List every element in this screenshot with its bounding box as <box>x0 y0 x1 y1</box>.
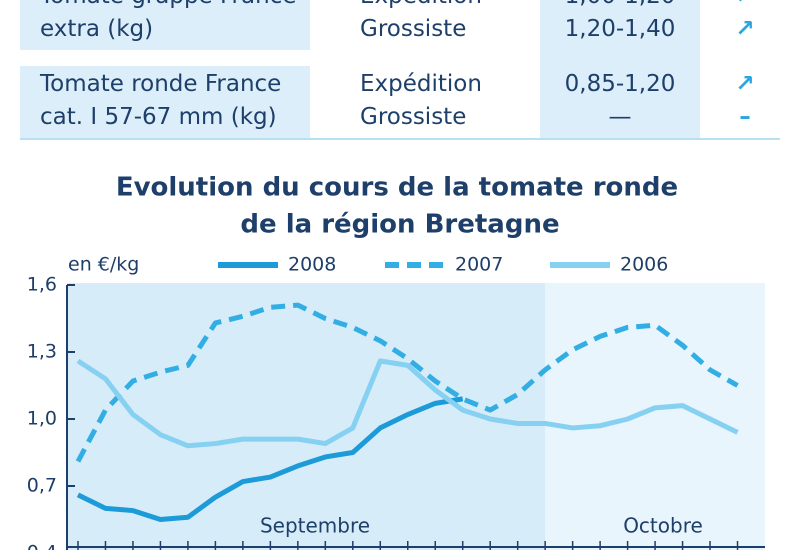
trend: ↗ <box>720 0 770 13</box>
market: Grossiste <box>360 104 467 130</box>
market: Expédition <box>360 0 482 13</box>
y-tick-label: 1,6 <box>27 274 57 296</box>
trend: ↗ <box>735 71 755 97</box>
y-axis-label: en €/kg <box>68 254 139 276</box>
month-band <box>67 283 545 550</box>
series-line <box>75 302 739 463</box>
month-label: Septembre <box>260 514 370 538</box>
price: 0,85-1,20 <box>564 71 676 97</box>
month-label: Octobre <box>623 514 703 538</box>
product: extra (kg) <box>40 16 154 42</box>
chart-title: de la région Bretagne <box>240 210 559 240</box>
market: Expédition <box>360 71 482 97</box>
legend-label: 2008 <box>288 254 336 276</box>
legend-label: 2006 <box>620 254 668 276</box>
y-tick-label: 0,7 <box>27 475 57 497</box>
cell-bg <box>540 0 700 138</box>
price: 1,20-1,40 <box>564 16 676 42</box>
market: Grossiste <box>360 16 467 42</box>
product: Tomate grappe France <box>40 0 296 13</box>
cell-bg <box>20 0 310 50</box>
cell-bg <box>20 66 310 138</box>
y-tick-label: 1,0 <box>27 408 57 430</box>
product: cat. I 57-67 mm (kg) <box>40 104 277 130</box>
product: Tomate ronde France <box>40 71 282 97</box>
cell-bg <box>540 50 700 66</box>
rule <box>20 138 780 140</box>
y-tick-label: 1,3 <box>27 341 57 363</box>
trend: ↗ <box>735 16 755 42</box>
y-tick-label: 0,4 <box>27 542 57 550</box>
legend-label: 2007 <box>455 254 503 276</box>
price: — <box>608 104 632 130</box>
month-band <box>545 283 765 550</box>
series-line <box>76 358 739 449</box>
price: 1,00-1,20 <box>540 0 700 13</box>
chart-title: Evolution du cours de la tomate ronde <box>116 173 678 203</box>
series-line <box>76 396 464 522</box>
price-table: Tomate grappe France Expédition 1,00-1,20 ↗… <box>0 0 800 140</box>
trend: – <box>739 104 751 130</box>
